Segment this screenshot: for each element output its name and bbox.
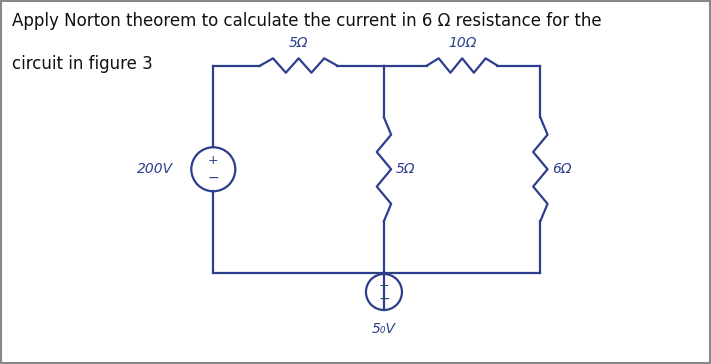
Text: 10Ω: 10Ω <box>448 36 476 50</box>
Text: circuit in figure 3: circuit in figure 3 <box>12 55 153 73</box>
Text: +: + <box>208 154 218 167</box>
Text: 5Ω: 5Ω <box>289 36 309 50</box>
Text: 5₀V: 5₀V <box>372 322 396 336</box>
Text: Apply Norton theorem to calculate the current in 6 Ω resistance for the: Apply Norton theorem to calculate the cu… <box>12 12 602 30</box>
Text: 6Ω: 6Ω <box>552 162 572 176</box>
Text: +: + <box>379 279 389 292</box>
Text: −: − <box>378 292 390 306</box>
Text: 5Ω: 5Ω <box>396 162 415 176</box>
Text: −: − <box>208 171 219 185</box>
Text: 200V: 200V <box>137 162 173 176</box>
